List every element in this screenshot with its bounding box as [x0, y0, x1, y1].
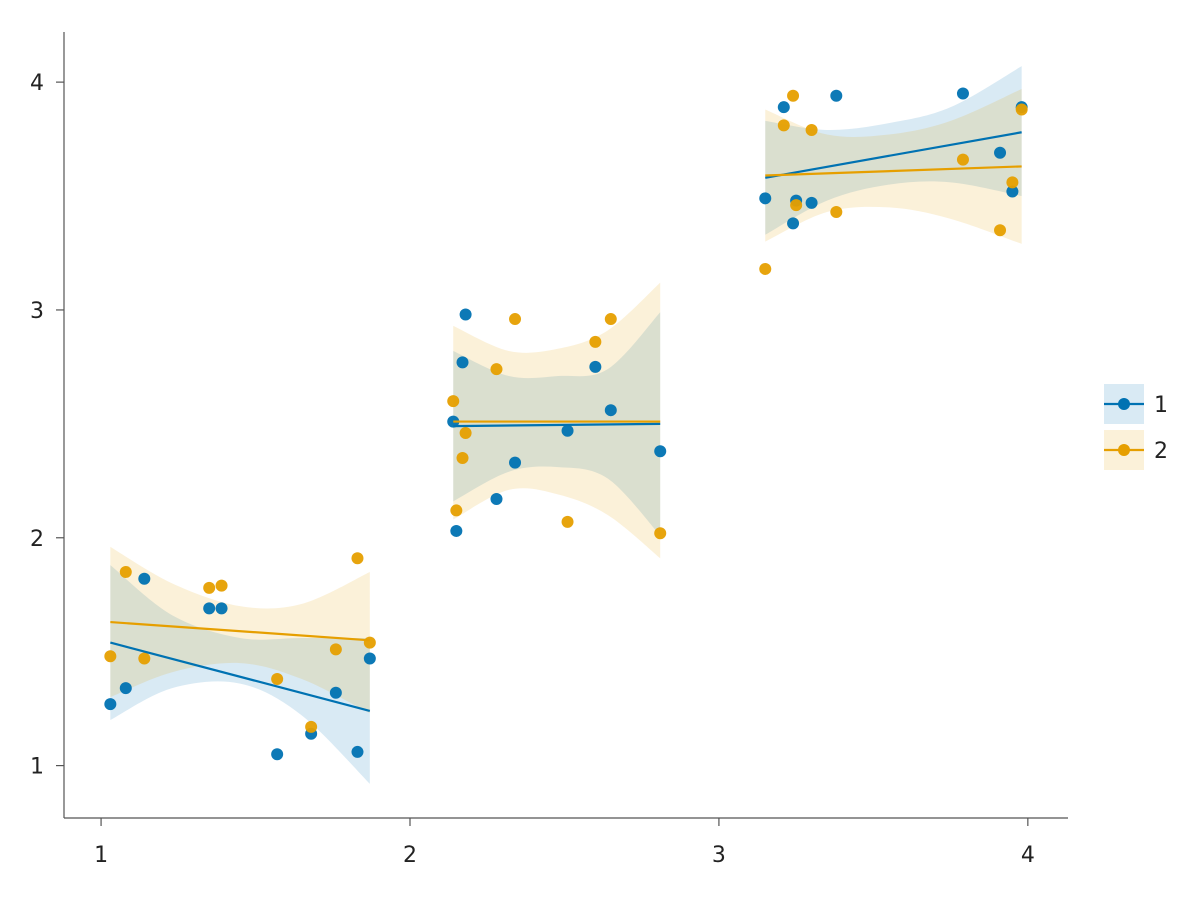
- data-point-series-2: [490, 363, 503, 376]
- data-point-series-1: [956, 87, 969, 100]
- data-point-series-1: [1006, 185, 1019, 198]
- data-point-series-1: [787, 217, 800, 230]
- x-tick-label: 1: [94, 843, 108, 868]
- confidence-band-series-1: [765, 66, 1022, 235]
- data-point-series-1: [994, 146, 1007, 159]
- regression-line-series-1: [453, 422, 661, 428]
- confidence-band-series-2: [765, 88, 1022, 244]
- data-point-series-2: [447, 395, 460, 408]
- data-point-series-2: [1006, 176, 1019, 189]
- confidence-band-series-1: [453, 312, 661, 536]
- y-tick-label: 4: [30, 71, 44, 96]
- data-point-series-2: [351, 552, 364, 565]
- data-point-series-2: [994, 224, 1007, 237]
- data-point-series-2: [604, 313, 617, 326]
- data-point-series-2: [561, 515, 574, 528]
- regression-line-series-1: [110, 641, 371, 712]
- data-point-series-1: [509, 456, 522, 469]
- data-point-series-2: [456, 452, 469, 465]
- confidence-band-series-2: [453, 282, 661, 559]
- data-point-series-2: [787, 89, 800, 102]
- regression-line-series-2: [765, 165, 1022, 177]
- data-point-series-1: [830, 89, 843, 102]
- data-point-series-1: [271, 748, 284, 761]
- data-point-series-1: [805, 196, 818, 209]
- data-point-series-1: [215, 602, 228, 615]
- x-tick-label: 3: [712, 843, 726, 868]
- data-point-series-2: [104, 650, 117, 663]
- data-point-series-2: [777, 119, 790, 132]
- data-point-series-2: [1015, 103, 1028, 116]
- data-point-series-2: [203, 581, 216, 594]
- y-tick-label: 1: [30, 755, 44, 780]
- data-point-series-2: [363, 636, 376, 649]
- data-point-series-2: [215, 579, 228, 592]
- regression-lines: [110, 131, 1022, 712]
- legend: 12: [1104, 384, 1168, 470]
- data-point-series-1: [450, 524, 463, 537]
- data-point-series-1: [119, 682, 132, 695]
- legend-swatch-marker-series-1: [1118, 398, 1130, 410]
- data-point-series-1: [138, 572, 151, 585]
- data-point-series-2: [759, 262, 772, 275]
- data-point-series-2: [956, 153, 969, 166]
- data-point-series-1: [203, 602, 216, 615]
- data-point-series-2: [459, 426, 472, 439]
- data-point-series-2: [138, 652, 151, 665]
- data-point-series-2: [830, 205, 843, 218]
- axes: 1 2 3 4 1 2 3 4: [30, 32, 1068, 868]
- data-point-series-1: [363, 652, 376, 665]
- y-tick-label: 3: [30, 299, 44, 324]
- y-tick-label: 2: [30, 527, 44, 552]
- data-point-series-1: [459, 308, 472, 321]
- confidence-band-series-2: [110, 546, 370, 714]
- data-point-series-1: [351, 745, 364, 758]
- data-point-series-1: [104, 698, 117, 711]
- data-point-series-1: [490, 493, 503, 506]
- data-point-series-2: [119, 565, 132, 578]
- data-point-series-2: [589, 335, 602, 348]
- data-point-series-1: [604, 404, 617, 417]
- confidence-bands: [110, 66, 1022, 784]
- data-point-series-2: [450, 504, 463, 517]
- data-point-series-1: [654, 445, 667, 458]
- x-tick-label: 4: [1021, 843, 1035, 868]
- regression-line-series-2: [110, 620, 370, 642]
- data-point-series-1: [561, 424, 574, 437]
- confidence-band-series-1: [110, 565, 370, 784]
- data-point-series-2: [329, 643, 342, 656]
- data-point-series-2: [790, 199, 803, 212]
- data-point-series-1: [777, 101, 790, 114]
- data-point-series-2: [654, 527, 667, 540]
- data-point-series-1: [456, 356, 469, 369]
- regression-line-series-1: [765, 131, 1022, 179]
- legend-swatch-marker-series-2: [1118, 444, 1130, 456]
- data-point-series-2: [305, 720, 318, 733]
- legend-label-series-2: 2: [1154, 439, 1168, 464]
- x-tick-label: 2: [403, 843, 417, 868]
- data-point-series-1: [329, 686, 342, 699]
- data-point-series-2: [509, 313, 522, 326]
- data-point-series-2: [271, 673, 284, 686]
- data-point-series-1: [589, 360, 602, 373]
- data-point-series-2: [805, 123, 818, 136]
- legend-label-series-1: 1: [1154, 393, 1168, 418]
- data-point-series-1: [759, 192, 772, 205]
